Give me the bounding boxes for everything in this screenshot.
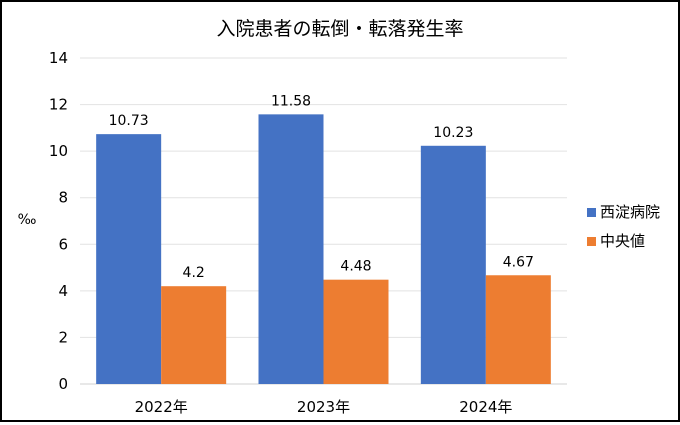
y-tick-label: 10 — [49, 142, 68, 160]
y-tick-label: 14 — [49, 49, 68, 67]
data-label: 11.58 — [271, 93, 311, 109]
legend-swatch — [587, 237, 596, 246]
bar — [161, 286, 227, 384]
bar — [485, 275, 551, 384]
legend-label: 西淀病院 — [600, 203, 660, 221]
chart-title: 入院患者の転倒・転落発生率 — [216, 18, 463, 40]
x-tick-label: 2024年 — [459, 398, 512, 416]
data-label: 4.67 — [503, 254, 534, 270]
y-tick-label: 12 — [49, 96, 68, 114]
x-tick-label: 2023年 — [297, 398, 350, 416]
y-axis-ticks: 0 2 4 6 8 10 12 14 — [49, 49, 68, 393]
bar — [420, 145, 486, 384]
y-tick-label: 2 — [58, 328, 68, 346]
legend-swatch — [587, 208, 596, 217]
bar-chart: 入院患者の転倒・転落発生率 ‰ 0 2 4 6 8 10 12 14 10.73 4.2 11.5… — [18, 18, 660, 416]
data-label: 10.73 — [109, 113, 149, 129]
y-tick-label: 0 — [58, 375, 68, 393]
y-axis-label: ‰ — [18, 212, 37, 228]
data-label: 4.48 — [340, 259, 371, 275]
bars — [96, 114, 551, 384]
bar — [258, 114, 324, 384]
legend-label: 中央値 — [600, 232, 645, 250]
x-tick-label: 2022年 — [135, 398, 188, 416]
data-label: 4.2 — [183, 265, 205, 281]
data-label: 10.23 — [433, 125, 473, 141]
data-labels: 10.73 4.2 11.58 4.48 10.23 4.67 — [109, 93, 534, 281]
bar — [96, 134, 162, 384]
y-tick-label: 4 — [58, 282, 68, 300]
y-tick-label: 8 — [58, 189, 68, 207]
x-axis-ticks: 2022年 2023年 2024年 — [135, 398, 513, 416]
bar — [323, 279, 389, 384]
y-tick-label: 6 — [58, 235, 68, 253]
